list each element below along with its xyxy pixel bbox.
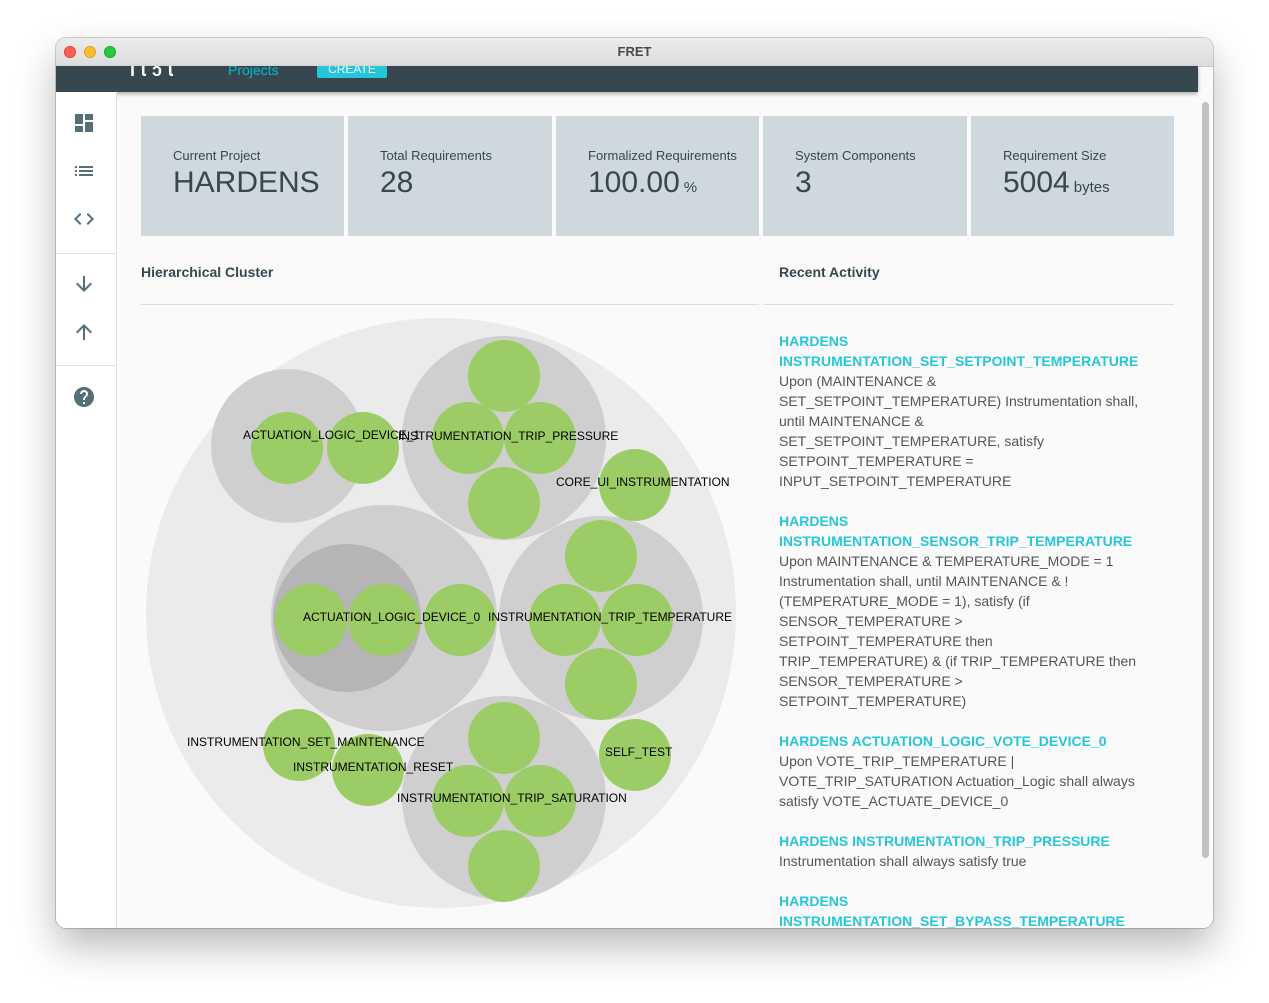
cluster-label: INSTRUMENTATION_TRIP_SATURATION (397, 791, 627, 805)
recent-activity-list: HARDENS INSTRUMENTATION_SET_SETPOINT_TEM… (779, 331, 1139, 928)
stat-value: 28 (380, 166, 413, 200)
cluster-label: INSTRUMENTATION_RESET (293, 760, 454, 774)
stat-label: Formalized Requirements (588, 148, 737, 163)
activity-item: HARDENS INSTRUMENTATION_SENSOR_TRIP_TEMP… (779, 511, 1139, 711)
sidebar (56, 92, 117, 928)
cluster-leaf[interactable] (468, 340, 540, 412)
activity-item-title[interactable]: HARDENS ACTUATION_LOGIC_VOTE_DEVICE_0 (779, 733, 1107, 749)
cluster-leaf[interactable] (251, 412, 323, 484)
cluster-leaf[interactable] (275, 584, 347, 656)
cluster-divider (141, 304, 759, 305)
activity-item-body: Upon MAINTENANCE & TEMPERATURE_MODE = 1 … (779, 553, 1137, 709)
code-icon[interactable] (72, 207, 96, 231)
stat-label: Requirement Size (1003, 148, 1107, 163)
cluster-leaf[interactable] (601, 584, 673, 656)
close-window-button[interactable] (64, 46, 76, 58)
dashboard-icon[interactable] (72, 111, 96, 135)
stat-value: 5004 bytes (1003, 166, 1110, 200)
scrollbar-thumb[interactable] (1202, 102, 1209, 858)
window-title: FRET (617, 44, 652, 59)
activity-divider (763, 304, 1174, 305)
cluster-leaf[interactable] (468, 830, 540, 902)
requirements-list-icon[interactable] (72, 159, 96, 183)
cluster-leaf[interactable] (432, 765, 504, 837)
dashboard-content: Current Project HARDENS Total Requiremen… (141, 116, 1176, 928)
system-components-card: System Components 3 (763, 116, 967, 236)
activity-title: Recent Activity (779, 264, 880, 280)
cluster-title: Hierarchical Cluster (141, 264, 274, 280)
activity-item: HARDENS INSTRUMENTATION_SET_BYPASS_TEMPE… (779, 891, 1139, 928)
stat-label: Total Requirements (380, 148, 492, 163)
cluster-group-instrumentation-trip-temperature[interactable] (499, 516, 703, 720)
activity-item-body: Instrumentation shall always satisfy tru… (779, 853, 1027, 869)
stat-unit: % (683, 179, 698, 196)
current-project-card: Current Project HARDENS (141, 116, 344, 236)
activity-item-title[interactable]: HARDENS INSTRUMENTATION_SET_SETPOINT_TEM… (779, 333, 1139, 369)
stat-value: 3 (795, 166, 812, 200)
cluster-group-instrumentation-trip-saturation[interactable] (402, 696, 606, 900)
cluster-label: INSTRUMENTATION_SET_MAINTENANCE (187, 735, 425, 749)
cluster-leaf[interactable] (468, 467, 540, 539)
cluster-label: ACTUATION_LOGIC_DEVICE_0 (303, 610, 480, 624)
import-icon[interactable] (72, 272, 96, 296)
activity-item: HARDENS INSTRUMENTATION_TRIP_PRESSURE In… (779, 831, 1139, 871)
stat-value: HARDENS (173, 166, 320, 200)
cluster-leaf[interactable] (504, 765, 576, 837)
cluster-leaf-self-test[interactable] (599, 719, 671, 791)
cluster-leaf-instrumentation-reset[interactable] (332, 734, 404, 806)
activity-item-body: Upon VOTE_TRIP_TEMPERATURE | VOTE_TRIP_S… (779, 753, 1135, 809)
requirement-size-value: 5004 (1003, 166, 1070, 199)
cluster-label: CORE_UI_INSTRUMENTATION (556, 475, 730, 489)
cluster-label: INSTRUMENTATION_TRIP_PRESSURE (398, 429, 618, 443)
cluster-leaf[interactable] (468, 702, 540, 774)
stat-value: 100.00% (588, 166, 697, 200)
activity-item-title[interactable]: HARDENS INSTRUMENTATION_SET_BYPASS_TEMPE… (779, 893, 1125, 928)
app-bar: ıɩɔɩ Projects CREATE (56, 66, 1198, 92)
projects-link[interactable]: Projects (228, 66, 279, 78)
system-components-value: 3 (795, 166, 812, 199)
current-project-value: HARDENS (173, 166, 320, 199)
app-window: FRET ıɩɔɩ Projects CREATE Current Pro (56, 38, 1213, 928)
total-requirements-value: 28 (380, 166, 414, 199)
formalized-requirements-card: Formalized Requirements 100.00% (556, 116, 759, 236)
total-requirements-card: Total Requirements 28 (348, 116, 552, 236)
activity-item-title[interactable]: HARDENS INSTRUMENTATION_SENSOR_TRIP_TEMP… (779, 513, 1133, 549)
cluster-label: INSTRUMENTATION_TRIP_TEMPERATURE (488, 610, 732, 624)
activity-item-title[interactable]: HARDENS INSTRUMENTATION_TRIP_PRESSURE (779, 833, 1110, 849)
cluster-leaf[interactable] (504, 402, 576, 474)
cluster-leaf-core-ui-instrumentation[interactable] (599, 449, 671, 521)
cluster-label: SELF_TEST (605, 745, 673, 759)
stat-label: Current Project (173, 148, 261, 163)
sidebar-divider (56, 253, 116, 254)
create-button[interactable]: CREATE (317, 66, 387, 78)
activity-item-body: Upon (MAINTENANCE & SET_SETPOINT_TEMPERA… (779, 373, 1139, 489)
cluster-leaf-instrumentation-set-maintenance[interactable] (263, 709, 335, 781)
cluster-leaf[interactable] (424, 584, 496, 656)
title-bar: FRET (56, 38, 1213, 67)
requirement-size-card: Requirement Size 5004 bytes (971, 116, 1174, 236)
zoom-window-button[interactable] (104, 46, 116, 58)
export-icon[interactable] (72, 320, 96, 344)
cluster-leaf[interactable] (529, 584, 601, 656)
activity-item: HARDENS ACTUATION_LOGIC_VOTE_DEVICE_0 Up… (779, 731, 1139, 811)
stat-label: System Components (795, 148, 916, 163)
cluster-leaf[interactable] (327, 412, 399, 484)
cluster-leaf[interactable] (565, 648, 637, 720)
cluster-label: ACTUATION_LOGIC_DEVICE_1 (243, 428, 420, 442)
formalized-requirements-value: 100.00 (588, 166, 680, 199)
cluster-leaf[interactable] (348, 584, 420, 656)
activity-item: HARDENS INSTRUMENTATION_SET_SETPOINT_TEM… (779, 331, 1139, 491)
help-icon[interactable] (72, 385, 96, 409)
hierarchical-cluster-chart: ACTUATION_LOGIC_DEVICE_1 INSTRUMENTATION… (146, 318, 736, 908)
sidebar-divider (56, 365, 116, 366)
cluster-leaf[interactable] (432, 402, 504, 474)
app-logo: ıɩɔɩ (130, 66, 180, 80)
stat-unit: bytes (1073, 179, 1110, 196)
cluster-leaf[interactable] (565, 520, 637, 592)
minimize-window-button[interactable] (84, 46, 96, 58)
